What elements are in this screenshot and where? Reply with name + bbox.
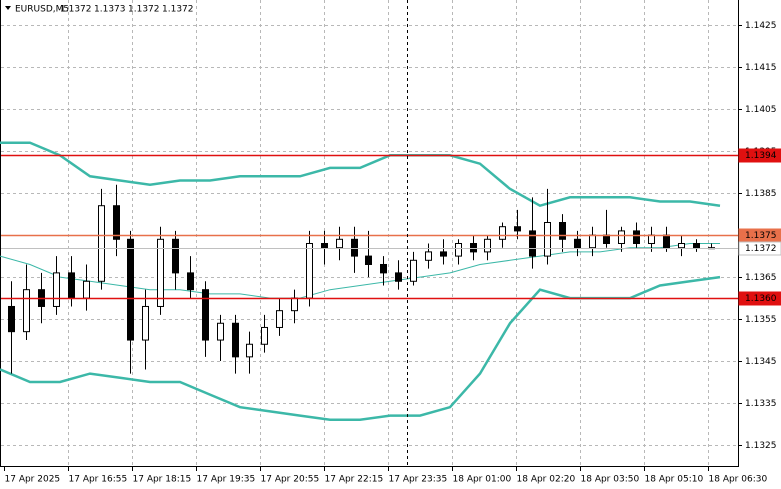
y-tick-label: 1.1335: [745, 399, 777, 409]
candle-body: [648, 234, 655, 244]
candle-body: [246, 343, 253, 358]
candle-body: [8, 305, 15, 333]
candle-body: [455, 242, 462, 257]
candle-body: [336, 238, 343, 249]
candle-body: [172, 238, 179, 274]
price-level-box: [738, 148, 781, 163]
candle-body: [68, 272, 75, 299]
price-level-label: 1.1375: [745, 231, 777, 241]
x-tick-label: 18 Apr 06:30: [709, 475, 768, 485]
candle-body: [618, 230, 625, 244]
header-value: 1.1372: [128, 5, 160, 15]
candle-body: [395, 272, 402, 282]
candle-body: [187, 272, 194, 291]
candle-body: [380, 263, 387, 274]
candle-body: [484, 238, 491, 253]
candle-body: [544, 222, 551, 257]
price-level-label: 1.1394: [745, 151, 777, 161]
candle-body: [529, 230, 536, 257]
candle-body: [142, 305, 149, 341]
candle-body: [83, 280, 90, 299]
y-tick-label: 1.1425: [745, 21, 777, 31]
y-tick-label: 1.1325: [745, 441, 777, 451]
candle-body: [53, 272, 60, 307]
x-tick-label: 17 Apr 16:55: [69, 475, 128, 485]
candle-body: [306, 242, 313, 299]
candle-body: [425, 251, 432, 261]
x-tick-label: 17 Apr 22:15: [325, 475, 384, 485]
candle-body: [23, 289, 30, 333]
y-tick-label: 1.1415: [745, 63, 777, 73]
candle-body: [633, 230, 640, 244]
candle-body: [514, 226, 521, 232]
axes: 1.14251.14151.14051.13951.13851.13751.13…: [4, 21, 781, 485]
price-level-box: [738, 241, 781, 256]
candle-body: [351, 238, 358, 257]
candle-body: [603, 234, 610, 244]
plot: [0, 141, 738, 422]
menu-arrow[interactable]: [5, 6, 11, 10]
x-tick-label: 18 Apr 02:20: [517, 475, 576, 485]
candle-body: [217, 322, 224, 341]
candle-body: [291, 297, 298, 312]
candle-body: [365, 255, 372, 265]
header-value: 1.1373: [94, 5, 126, 15]
x-tick-label: 17 Apr 19:35: [197, 475, 256, 485]
candle-body: [127, 238, 134, 341]
candle-body: [678, 242, 685, 249]
y-tick-label: 1.1345: [745, 357, 777, 367]
candle-body: [113, 205, 120, 240]
candle-body: [321, 242, 328, 249]
bollinger-band: [0, 141, 721, 208]
y-tick-label: 1.1405: [745, 105, 777, 115]
header-value: 1.1372: [162, 5, 194, 15]
x-tick-label: 17 Apr 18:15: [133, 475, 192, 485]
candle-body: [559, 222, 566, 240]
x-tick-label: 18 Apr 03:50: [581, 475, 640, 485]
candle-body: [98, 205, 105, 282]
candle-body: [663, 234, 670, 249]
price-level-label: 1.1372: [745, 244, 777, 254]
y-tick-label: 1.1355: [745, 315, 777, 325]
price-level-box: [738, 291, 781, 306]
candle-body: [202, 289, 209, 341]
x-tick-label: 18 Apr 01:00: [453, 475, 512, 485]
y-tick-label: 1.1385: [745, 189, 777, 199]
candle-body: [261, 326, 268, 345]
x-tick-label: 17 Apr 23:35: [389, 475, 448, 485]
candle-body: [232, 322, 239, 358]
candle-body: [574, 238, 581, 249]
x-tick-label: 17 Apr 20:55: [261, 475, 320, 485]
header-values: 1.1372 1.1373 1.1372 1.1372: [60, 5, 194, 15]
candle-body: [276, 310, 283, 328]
candle-body: [693, 242, 700, 249]
x-tick-label: 18 Apr 05:10: [645, 475, 704, 485]
chart-title: EURUSD,M5: [15, 5, 69, 15]
x-tick-label: 17 Apr 2025: [5, 475, 61, 485]
candle-body: [157, 238, 164, 307]
candle-body: [440, 251, 447, 257]
candle-body: [499, 226, 506, 240]
bollinger-band: [0, 243, 720, 299]
header-value: 1.1372: [60, 5, 92, 15]
price-level-label: 1.1360: [745, 294, 777, 304]
candle-body: [410, 259, 417, 282]
candle-body: [470, 242, 477, 253]
y-tick-label: 1.1365: [745, 273, 777, 283]
candle-body: [589, 234, 596, 249]
